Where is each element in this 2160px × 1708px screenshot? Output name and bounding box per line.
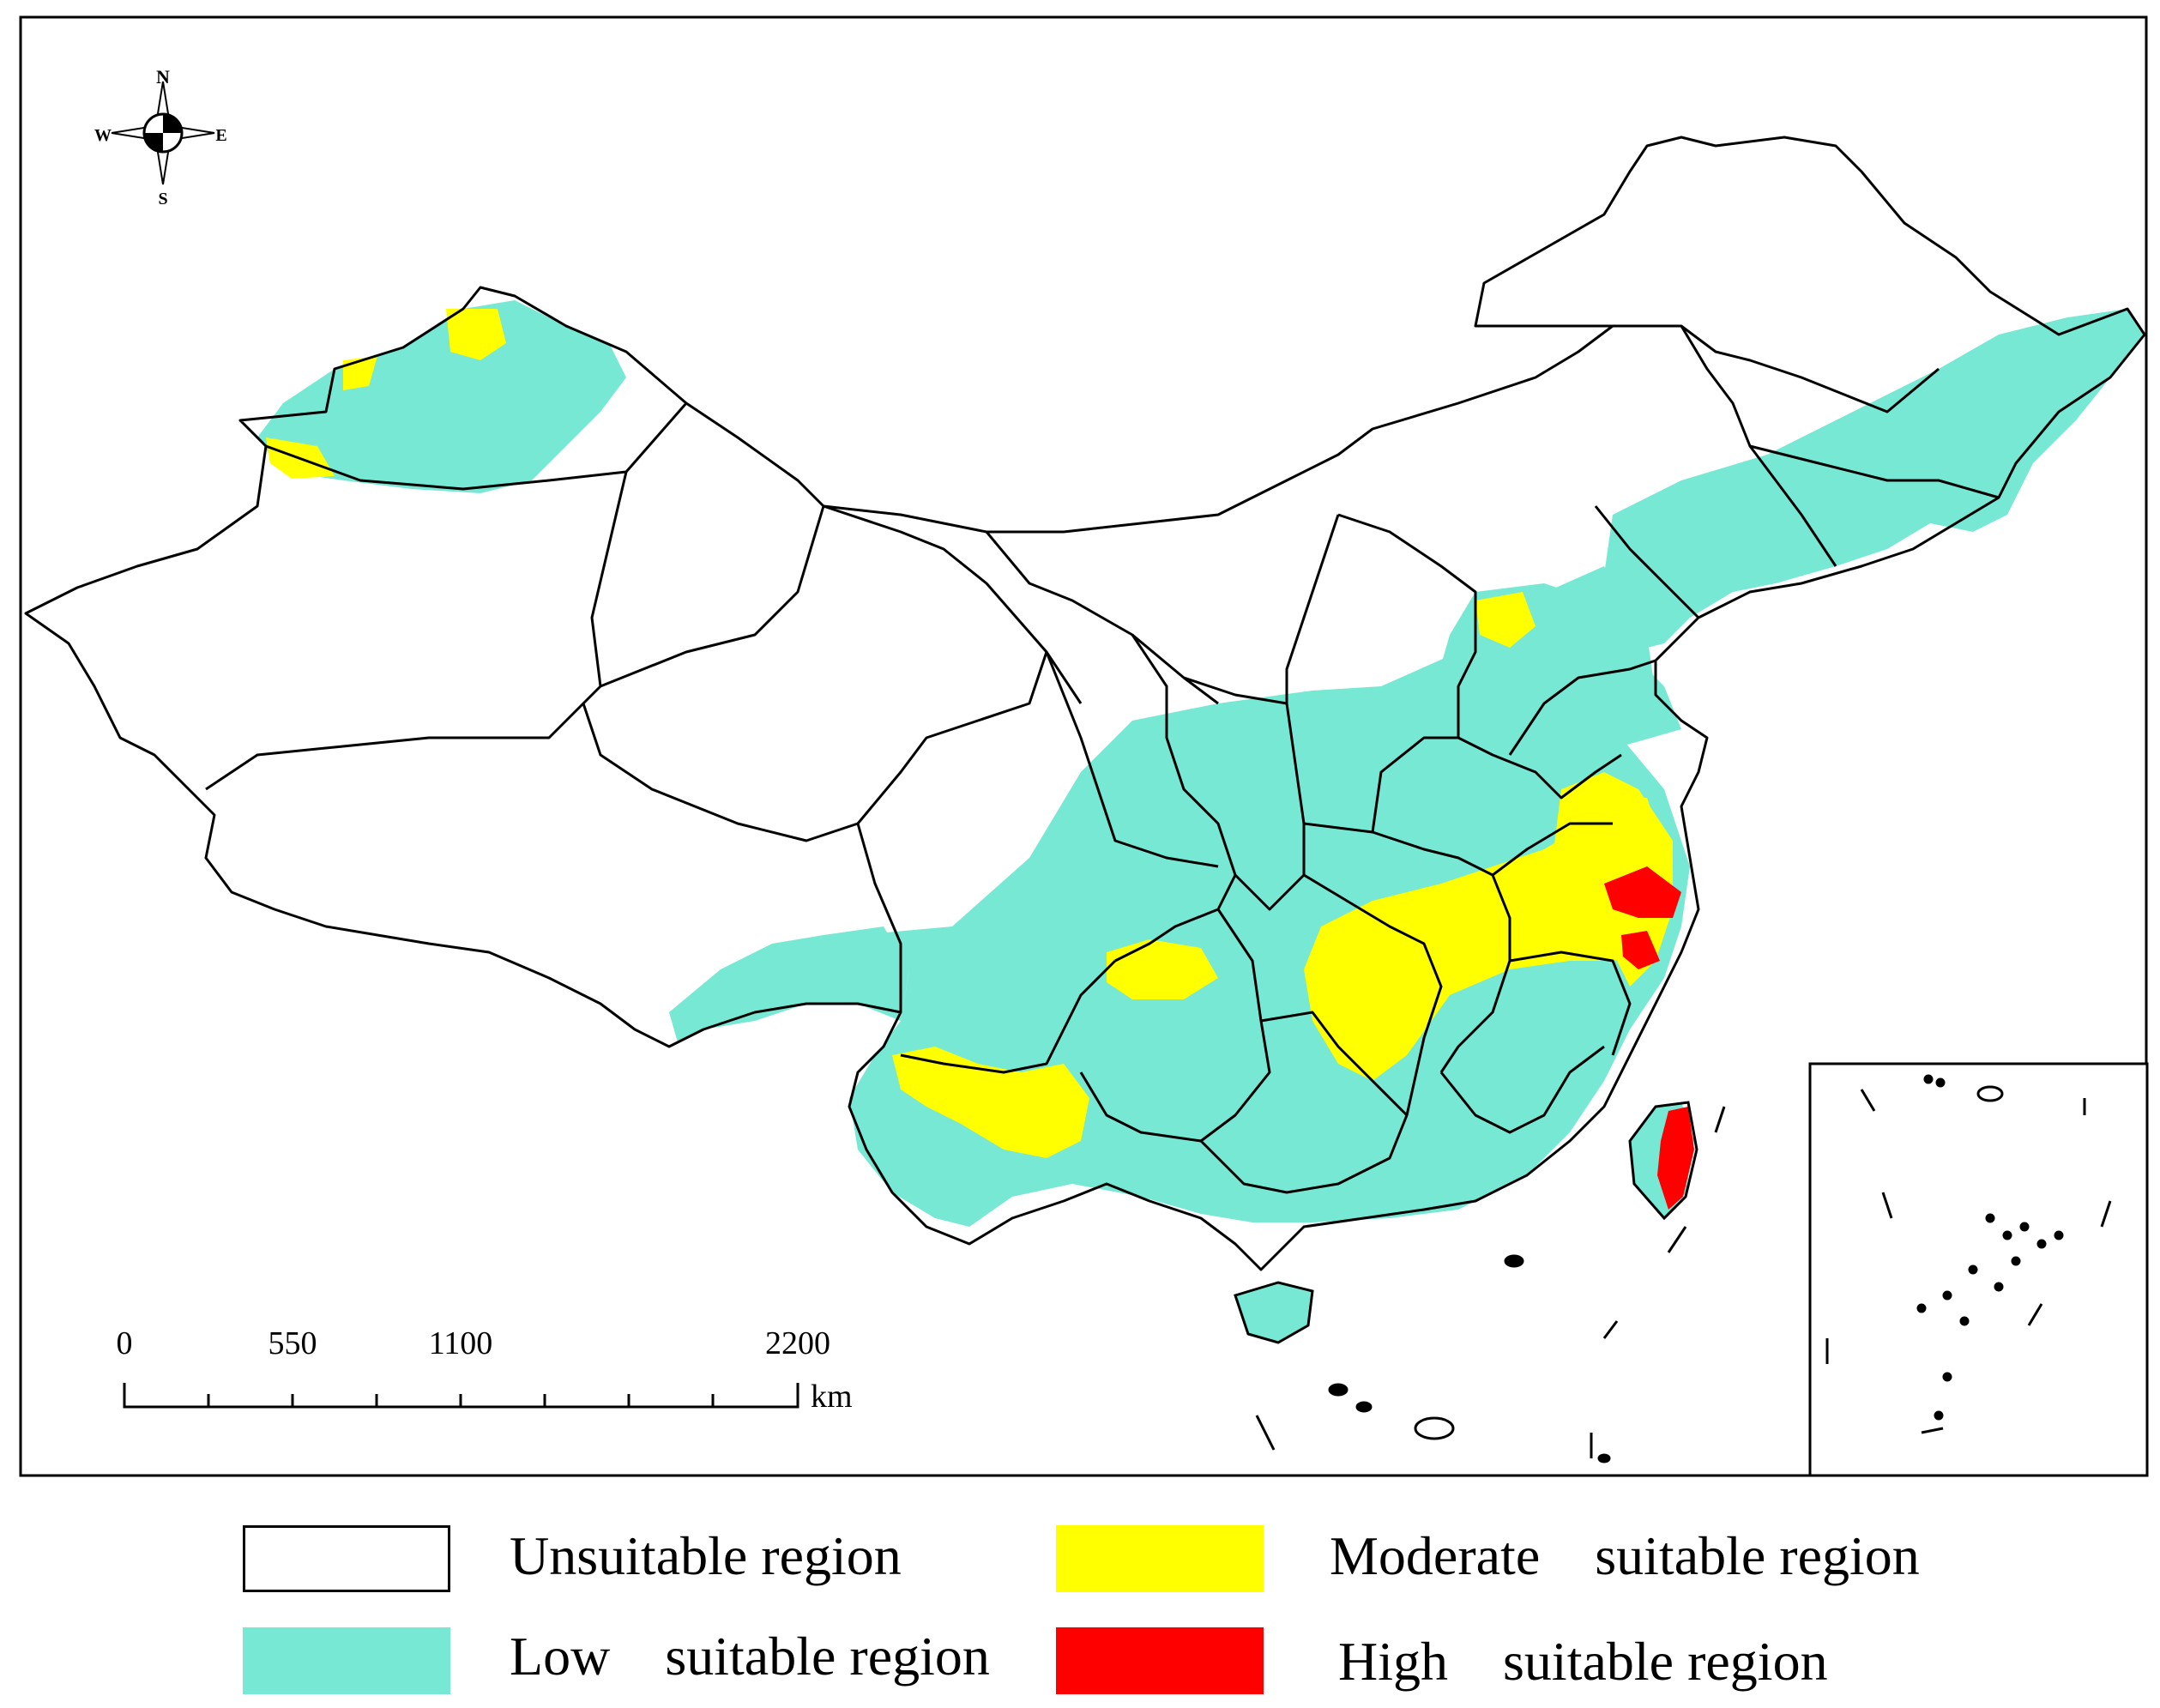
scale-tick-550: 550 [268, 1325, 317, 1361]
compass-quadrant [163, 114, 182, 133]
legend-label-moderate: Moderate suitable region [1330, 1525, 1920, 1586]
scale-bar-ticks [207, 1394, 715, 1407]
inset-island [1959, 1316, 1970, 1326]
legend-label-high: High suitable region [1338, 1631, 1828, 1692]
province-boundary-7 [985, 531, 1219, 705]
province-boundary-8 [1114, 634, 1237, 963]
province-boundary-12 [1199, 1011, 1409, 1194]
high-suitable-region-yangtze-delta [1604, 866, 1681, 918]
province-boundary-17 [1492, 822, 1613, 877]
province-boundary-15 [1303, 822, 1511, 1073]
inset-island [1935, 1077, 1946, 1088]
island-mark [1328, 1383, 1348, 1397]
high-suitable-region-zhejiang [1621, 931, 1660, 969]
province-boundary-11 [1079, 908, 1271, 1143]
scale-unit: km [811, 1379, 853, 1415]
south-sea-inset-frame [1808, 1062, 2149, 1477]
compass-label-w: W [94, 126, 112, 145]
island-mark [1504, 1254, 1524, 1268]
inset-island [2002, 1230, 2012, 1240]
inset-island [1976, 1085, 2004, 1102]
legend-swatch-high [1056, 1627, 1264, 1694]
inset-island [1994, 1282, 2004, 1292]
province-boundary-24 [1749, 444, 2000, 499]
high-suitable-region-taiwan [1657, 1107, 1694, 1210]
island-dash [1667, 1226, 1687, 1253]
province-boundary-13 [1234, 703, 1306, 911]
taiwan-island-outline [1628, 1101, 1698, 1221]
island-mark [1414, 1416, 1455, 1440]
scale-tick-2200: 2200 [765, 1325, 830, 1361]
province-boundary-10 [900, 959, 1117, 1074]
hainan-island-outline [1234, 1281, 1314, 1344]
moderate-suitable-region-sichuan [1107, 939, 1218, 999]
island-dash [1602, 1320, 1619, 1339]
inset-island [2019, 1222, 2030, 1232]
province-boundary-20 [1183, 514, 1340, 705]
compass-rose: N S W E [94, 66, 227, 208]
inset-dash [2100, 1200, 2112, 1228]
scale-tick-0: 0 [117, 1325, 133, 1361]
province-boundary-2 [590, 471, 825, 688]
inset-island [2036, 1239, 2047, 1249]
inset-dash [1921, 1427, 1944, 1434]
province-boundary-26 [1508, 659, 1656, 756]
country-outline [24, 136, 2146, 1271]
legend-label-low: Low suitable region [510, 1626, 990, 1687]
moderate-suitable-region-yunnan [892, 1047, 1089, 1158]
inset-dash [1881, 1192, 1893, 1219]
moderate-suitable-region-xinjiang-1 [446, 309, 506, 360]
island-dash [1255, 1415, 1276, 1451]
inset-dash [2027, 1303, 2043, 1326]
inset-island [1923, 1074, 1934, 1084]
province-boundary-21 [1337, 513, 1477, 738]
legend-swatch-unsuitable [243, 1525, 450, 1592]
low-suitable-region-xinjiang [257, 300, 626, 493]
low-suitable-region-northeast [1596, 309, 2145, 652]
island-dash [1714, 1106, 1726, 1133]
low-suitable-region-tibet [669, 926, 909, 1042]
inset-dash [1860, 1089, 1876, 1112]
inset-island [1942, 1290, 1952, 1301]
legend-swatch-low [243, 1627, 450, 1694]
province-boundary-22 [1613, 324, 1940, 413]
province-boundary-5 [856, 823, 902, 1012]
legend-swatch-moderate [1056, 1525, 1264, 1592]
province-boundary-18 [1509, 951, 1632, 1056]
island-mark [1355, 1401, 1373, 1413]
inset-island [1916, 1303, 1927, 1313]
inset-island [1968, 1264, 1978, 1275]
province-boundary-14 [1303, 873, 1443, 1116]
low-suitable-region-hainan [1235, 1283, 1312, 1343]
south-sea-islands [1255, 1106, 1726, 1464]
province-boundary-1 [265, 402, 688, 491]
province-boundary-9 [1045, 651, 1219, 868]
compass-label-n: N [156, 66, 170, 88]
compass-quadrant [144, 133, 163, 152]
scale-bar: 0 550 1100 2200 km [117, 1325, 853, 1415]
province-boundary-25 [1594, 505, 1700, 619]
compass-label-e: E [215, 126, 226, 145]
inset-island [1985, 1213, 1995, 1223]
inset-island [2054, 1230, 2064, 1240]
province-boundary-6 [823, 504, 1083, 704]
compass-label-s: S [158, 190, 167, 208]
island-mark [1597, 1453, 1611, 1464]
inset-island [1934, 1410, 1944, 1421]
province-boundary-16 [1371, 736, 1622, 833]
boundary-lines [24, 136, 2146, 1271]
inset-island [2011, 1256, 2021, 1266]
inset-island [1942, 1372, 1952, 1382]
scale-tick-1100: 1100 [429, 1325, 493, 1361]
province-boundary-19 [1439, 1045, 1605, 1134]
province-boundary-3 [205, 685, 602, 791]
south-sea-inset-content [1825, 1074, 2112, 1434]
legend-label-unsuitable: Unsuitable region [510, 1525, 902, 1586]
moderate-suitable-region-beijing [1475, 592, 1536, 648]
